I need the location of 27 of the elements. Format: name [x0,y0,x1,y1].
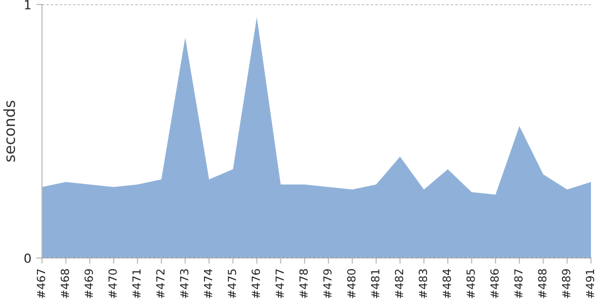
x-tick-label: #469 [84,269,93,298]
y-tick-label: 0 [24,253,31,263]
x-tick-label: #471 [132,269,141,298]
x-tick-label: #477 [276,269,284,298]
x-tick-label: #470 [108,269,117,298]
x-tick-label: #481 [370,269,380,298]
x-tick-label: #487 [514,269,523,298]
x-tick-label: #468 [60,269,70,298]
x-tick-label: #488 [538,269,546,298]
x-tick-label: #484 [442,269,452,298]
x-tick-label: #483 [418,269,428,298]
x-tick-label: #491 [586,269,594,298]
x-tick-label: #476 [252,269,260,298]
y-axis-title: seconds [3,100,16,162]
x-tick-label: #478 [299,269,308,298]
x-tick-label: #467 [36,269,46,298]
x-tick-label: #479 [323,269,332,298]
x-tick-label: #475 [228,269,236,298]
y-tick-label: 1 [25,0,30,10]
x-tick-label: #485 [466,269,475,298]
x-tick-label: #480 [347,269,356,298]
x-tick-label: #482 [394,270,404,298]
x-tick-label: #486 [490,269,499,298]
x-tick-label: #489 [562,269,570,298]
x-tick-label: #472 [156,270,164,298]
x-tick-label: #474 [204,269,212,298]
x-tick-label: #473 [180,269,188,298]
